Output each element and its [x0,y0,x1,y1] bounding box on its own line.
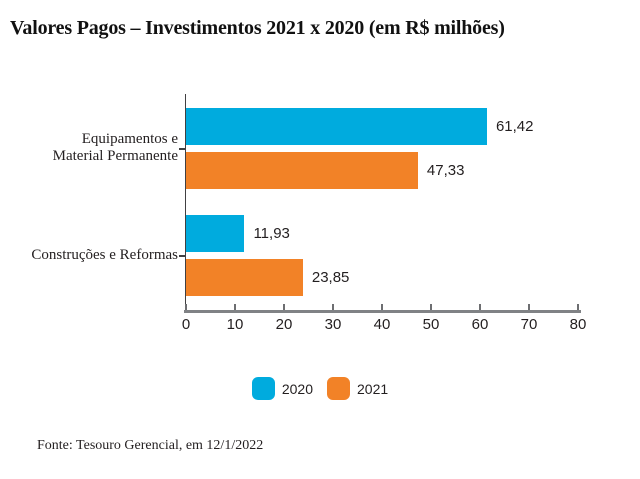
category-tick [179,148,185,150]
category-tick [179,255,185,257]
x-tick-label: 30 [324,316,342,333]
x-tick [479,304,481,310]
legend: 2020 2021 [0,377,640,400]
x-tick-label: 80 [569,316,587,333]
bar-value-label: 47,33 [426,161,465,179]
x-tick [528,304,530,310]
y-axis-line [184,94,186,313]
bar-value-label: 61,42 [495,118,534,135]
x-tick-label: 10 [226,316,244,333]
legend-item-2021: 2021 [327,377,388,400]
legend-swatch-2021 [327,377,350,400]
category-label: Construções e Reformas [31,246,178,263]
x-axis-line [184,310,581,313]
legend-item-2020: 2020 [251,377,313,400]
x-tick-label: 70 [520,316,538,333]
bar-2020 [186,215,245,252]
source-note: Fonte: Tesouro Gerencial, em 12/1/2022 [37,438,264,453]
x-tick [577,304,579,310]
legend-swatch-2020 [251,377,275,400]
x-tick-label: 20 [275,316,293,333]
x-tick [185,304,187,310]
chart-title: Valores Pagos – Investimentos 2021 x 202… [10,17,505,39]
x-tick [283,304,285,310]
bar-2020 [186,108,487,145]
x-tick-label: 0 [181,316,191,333]
bar-value-label: 11,93 [253,225,290,242]
x-tick [234,304,236,310]
x-tick-label: 60 [471,316,489,333]
x-tick [381,304,383,310]
legend-label: 2021 [357,380,389,397]
x-tick-label: 50 [422,316,440,333]
bar-2021 [186,151,418,189]
bar-value-label: 23,85 [311,268,350,286]
legend-label: 2020 [281,380,313,397]
bar-2021 [186,258,303,296]
x-tick-label: 40 [373,316,391,333]
x-tick [430,304,432,310]
category-label: Equipamentos e Material Permanente [52,131,178,165]
bar-chart: 61,42 47,33 Equipamentos e Material Perman… [31,94,587,333]
x-tick [332,304,334,310]
